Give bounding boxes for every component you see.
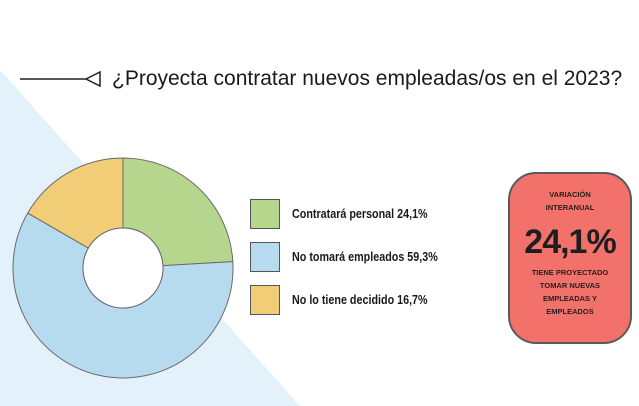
legend-item-no-decidido: No lo tiene decidido 16,7% <box>250 284 462 316</box>
legend-item-contratara: Contratará personal 24,1% <box>250 198 462 230</box>
chart-legend: Contratará personal 24,1% No tomará empl… <box>250 198 462 327</box>
legend-label: No lo tiene decidido 16,7% <box>292 293 428 307</box>
title-row: ¿Proyecta contratar nuevos empleadas/os … <box>20 64 622 94</box>
legend-swatch-green <box>250 199 280 229</box>
variation-badge: VARIACIÓN INTERANUAL 24,1% TIENE PROYECT… <box>508 172 632 344</box>
legend-item-no-tomara: No tomará empleados 59,3% <box>250 241 462 273</box>
badge-value: 24,1% <box>524 223 616 261</box>
title-arrow-icon <box>20 70 101 88</box>
donut-chart <box>12 157 234 379</box>
badge-bottom-text: TIENE PROYECTADO TOMAR NUEVAS EMPLEADAS … <box>531 268 609 316</box>
chart-title: ¿Proyecta contratar nuevos empleadas/os … <box>112 67 623 90</box>
donut-hole <box>82 227 164 309</box>
badge-top-text: VARIACIÓN INTERANUAL <box>545 190 595 212</box>
legend-label: Contratará personal 24,1% <box>292 207 428 221</box>
legend-swatch-yellow <box>250 285 280 315</box>
legend-swatch-blue <box>250 242 280 272</box>
legend-label: No tomará empleados 59,3% <box>292 250 438 264</box>
